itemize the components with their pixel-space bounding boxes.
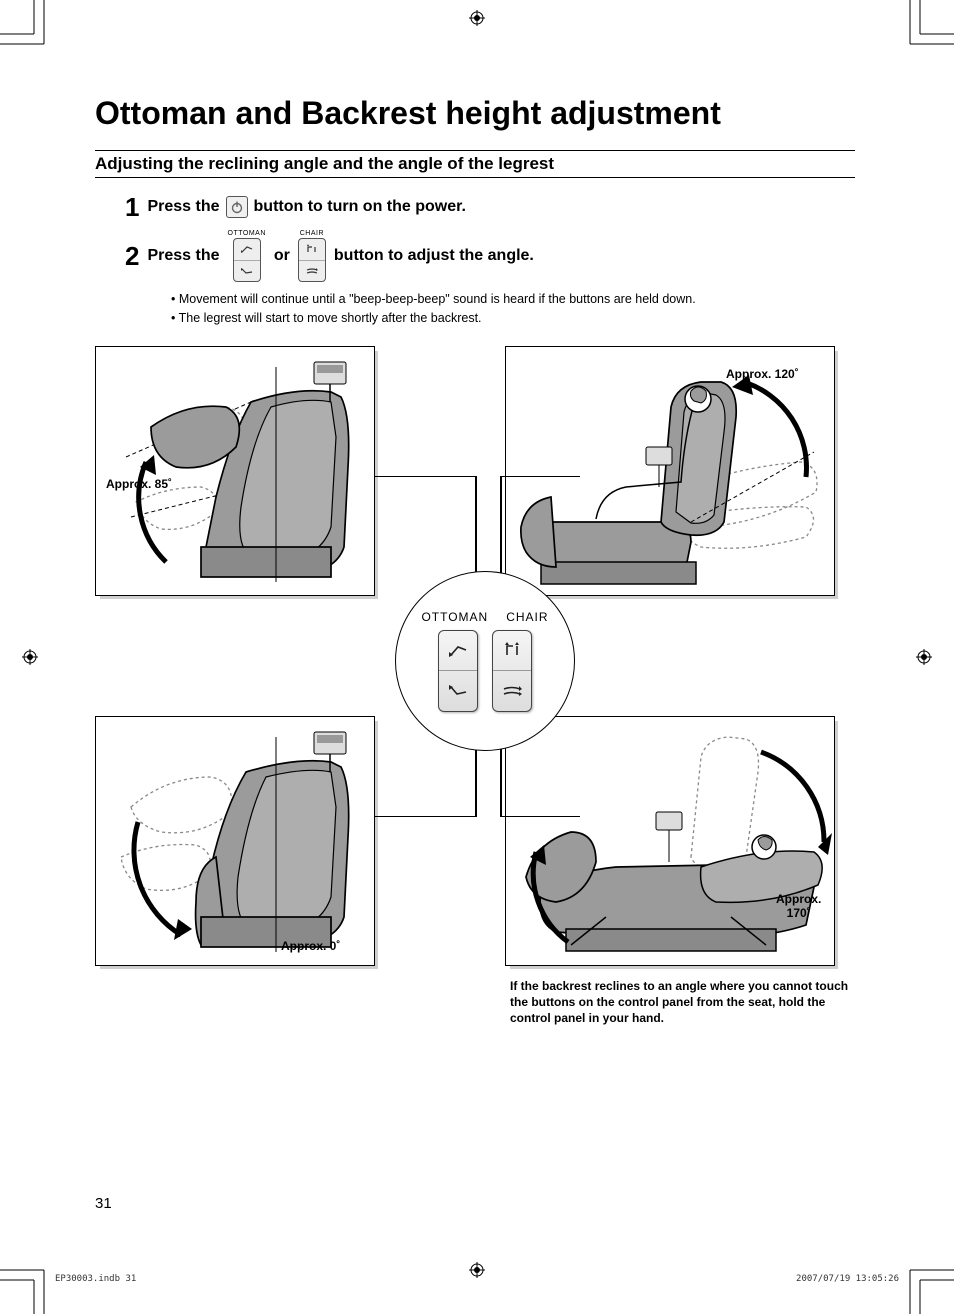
center-labels: OTTOMAN CHAIR	[421, 610, 548, 624]
label-ottoman-up: Approx. 85˚	[106, 477, 172, 491]
ottoman-rocker-icon	[233, 238, 261, 282]
chair-label-small: CHAIR	[300, 230, 324, 237]
chair-rocker-icon	[298, 238, 326, 282]
crop-mark-bl	[0, 1259, 55, 1314]
label-chair-up: Approx. 120˚	[726, 367, 799, 381]
ottoman-button-small: OTTOMAN	[228, 230, 266, 282]
connector-br-v	[500, 741, 502, 817]
panel-chair-up: Approx. 120˚	[505, 346, 835, 596]
chair-rocker[interactable]	[492, 630, 532, 712]
page-content: Ottoman and Backrest height adjustment A…	[95, 95, 855, 1006]
center-rockers	[438, 630, 532, 712]
subtitle: Adjusting the reclining angle and the an…	[95, 154, 554, 173]
label-chair-down-l1: Approx.	[776, 892, 821, 906]
power-button-icon	[226, 196, 248, 218]
reg-mark-bottom	[469, 1262, 485, 1278]
step-1-pre: Press the	[147, 198, 219, 216]
step-1-num: 1	[125, 194, 139, 220]
bullet-1: Movement will continue until a "beep-bee…	[171, 290, 855, 309]
steps: 1 Press the button to turn on the power.…	[125, 194, 855, 328]
chair-down-icon	[493, 671, 531, 711]
chair-up-illustration	[506, 347, 836, 597]
center-ottoman-label: OTTOMAN	[421, 610, 488, 624]
step-2-num: 2	[125, 243, 139, 269]
section-header: Adjusting the reclining angle and the an…	[95, 150, 855, 178]
footer-left: EP30003.indb 31	[55, 1274, 136, 1284]
recline-note: If the backrest reclines to an angle whe…	[510, 978, 850, 1027]
ottoman-down-icon	[439, 671, 477, 711]
crop-mark-br	[899, 1259, 954, 1314]
ottoman-rocker[interactable]	[438, 630, 478, 712]
step-2-text: Press the OTTOMAN or CHAIR butto	[147, 230, 533, 282]
crop-mark-tr	[899, 0, 954, 55]
reg-mark-right	[916, 649, 932, 665]
connector-br	[500, 816, 580, 818]
label-chair-down: Approx. 170˚	[776, 892, 821, 920]
crop-mark-tl	[0, 0, 55, 55]
step-2-post: button to adjust the angle.	[334, 247, 534, 265]
panel-ottoman-up: Approx. 85˚	[95, 346, 375, 596]
center-control-circle: OTTOMAN CHAIR	[395, 571, 575, 751]
label-chair-down-l2: 170˚	[787, 906, 811, 920]
diagram-area: Approx. 85˚	[95, 346, 855, 1006]
connector-bl-v	[475, 741, 477, 817]
chair-down-illustration	[506, 717, 836, 967]
connector-tr-v	[500, 476, 502, 586]
chair-ottoman-up-illustration	[96, 347, 376, 597]
step-1: 1 Press the button to turn on the power.	[125, 194, 855, 220]
label-ottoman-down: Approx. 0˚	[281, 939, 340, 953]
step-2-mid: or	[274, 247, 290, 265]
reg-mark-left	[22, 649, 38, 665]
page-title: Ottoman and Backrest height adjustment	[95, 95, 855, 132]
panel-ottoman-down: Approx. 0˚	[95, 716, 375, 966]
center-chair-label: CHAIR	[506, 610, 548, 624]
connector-bl	[375, 816, 475, 818]
bullet-2: The legrest will start to move shortly a…	[171, 309, 855, 328]
reg-mark-top	[469, 10, 485, 26]
step-1-text: Press the button to turn on the power.	[147, 196, 465, 218]
connector-tl	[375, 476, 475, 478]
footer-right: 2007/07/19 13:05:26	[796, 1274, 899, 1284]
panel-chair-down: Approx. 170˚	[505, 716, 835, 966]
page-number: 31	[95, 1195, 112, 1212]
step-2: 2 Press the OTTOMAN or CHAIR	[125, 230, 855, 282]
connector-tr	[500, 476, 580, 478]
step-2-bullets: Movement will continue until a "beep-bee…	[171, 290, 855, 328]
ottoman-label-small: OTTOMAN	[228, 230, 266, 237]
chair-ottoman-down-illustration	[96, 717, 376, 967]
ottoman-up-icon	[439, 631, 477, 672]
connector-tl-v	[475, 476, 477, 586]
chair-button-small: CHAIR	[298, 230, 326, 282]
step-2-pre: Press the	[147, 247, 219, 265]
chair-up-icon	[493, 631, 531, 672]
step-1-post: button to turn on the power.	[254, 198, 466, 216]
